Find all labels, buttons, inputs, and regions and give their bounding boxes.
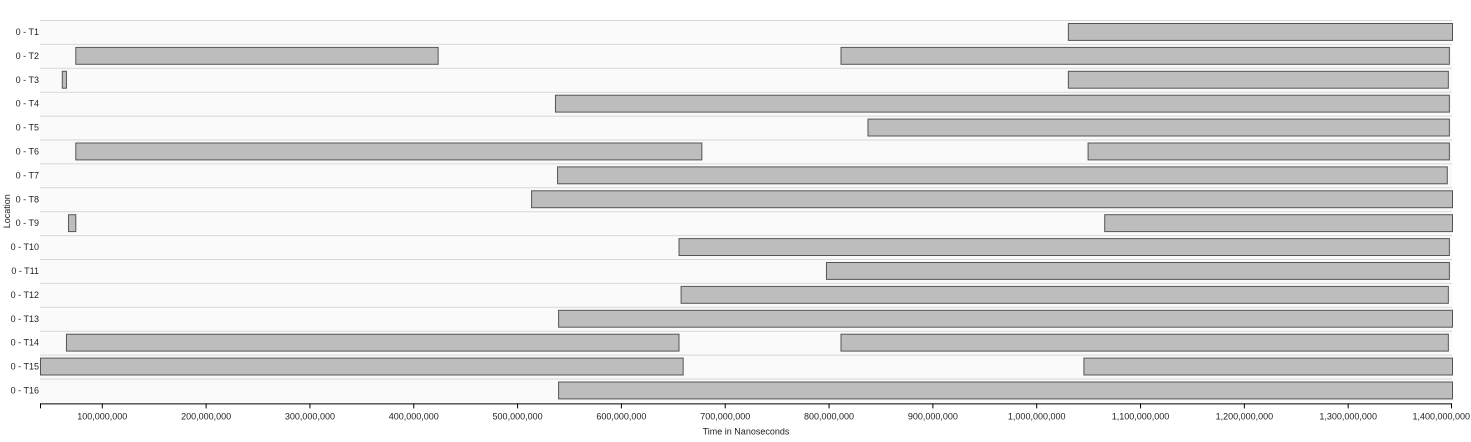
bar-segment[interactable] (840, 46, 1450, 65)
bar-segment[interactable] (1104, 214, 1453, 233)
x-axis: 100,000,000 200,000,000 300,000,000 400,000… (40, 403, 1470, 421)
row-8: 0 - T8 (16, 187, 1453, 209)
row-6: 0 - T6 (16, 139, 1452, 161)
bar-segment[interactable] (554, 94, 1450, 113)
row-9: 0 - T9 (16, 211, 1453, 233)
row-15: 0 - T15 (11, 354, 1454, 376)
x-axis-title: Time in Nanoseconds (703, 426, 790, 436)
x-tick-label: 1,200,000,000 (1216, 411, 1274, 421)
x-tick-label: 200,000,000 (181, 411, 231, 421)
row-2: 0 - T2 (16, 43, 1452, 65)
row-label: 0 - T16 (11, 385, 39, 395)
bar-segment[interactable] (557, 166, 1448, 185)
x-tick-label: 900,000,000 (908, 411, 958, 421)
bar-segment[interactable] (558, 309, 1453, 328)
row-label: 0 - T5 (16, 123, 39, 133)
x-tick-label: 1,400,000,000 (1412, 411, 1470, 421)
bar-segment[interactable] (840, 333, 1449, 352)
bar-segment[interactable] (68, 214, 77, 233)
row-label: 0 - T9 (16, 218, 39, 228)
x-tick-label: 700,000,000 (700, 411, 750, 421)
bar-segment[interactable] (1067, 70, 1449, 89)
row-label: 0 - T6 (16, 146, 39, 156)
bar-segment[interactable] (678, 238, 1450, 257)
bar-segment[interactable] (40, 357, 684, 376)
row-label: 0 - T1 (16, 27, 39, 37)
bar-segment[interactable] (61, 70, 67, 89)
x-tick-label: 1,300,000,000 (1319, 411, 1377, 421)
row-5: 0 - T5 (16, 115, 1452, 137)
x-tick-label: 1,100,000,000 (1112, 411, 1170, 421)
row-1: 0 - T1 (16, 20, 1453, 41)
x-tick-label: 500,000,000 (493, 411, 543, 421)
row-label: 0 - T15 (11, 362, 39, 372)
row-16: 0 - T16 (11, 378, 1453, 400)
row-7: 0 - T7 (16, 163, 1452, 185)
bar-segment[interactable] (867, 118, 1450, 137)
bar-segment[interactable] (65, 333, 680, 352)
bar-segment[interactable] (1067, 23, 1453, 41)
rows-layer: 0 - T1 0 - T2 0 - T3 0 - T4 0 - T5 0 - T6 0 - … (11, 20, 1454, 400)
bar-segment[interactable] (75, 142, 703, 161)
row-12: 0 - T12 (11, 282, 1452, 304)
bar-segment[interactable] (558, 381, 1453, 400)
bar-segment[interactable] (680, 285, 1449, 304)
x-tick-label: 400,000,000 (389, 411, 439, 421)
row-label: 0 - T2 (16, 51, 39, 61)
row-label: 0 - T3 (16, 75, 39, 85)
row-label: 0 - T8 (16, 194, 39, 204)
bar-segment[interactable] (825, 262, 1450, 280)
row-label: 0 - T10 (11, 242, 39, 252)
row-label: 0 - T12 (11, 290, 39, 300)
row-label: 0 - T11 (11, 266, 39, 276)
x-tick-label: 1,000,000,000 (1008, 411, 1066, 421)
y-axis-title: Location (2, 194, 12, 228)
bar-segment[interactable] (531, 190, 1453, 209)
bar-segment[interactable] (1087, 142, 1450, 161)
row-10: 0 - T10 (11, 235, 1452, 257)
bar-segment[interactable] (75, 46, 439, 65)
row-11: 0 - T11 (11, 259, 1452, 280)
x-tick-label: 300,000,000 (285, 411, 335, 421)
row-14: 0 - T14 (11, 330, 1452, 352)
x-tick-label: 600,000,000 (596, 411, 646, 421)
x-tick-label: 100,000,000 (77, 411, 127, 421)
bar-segment[interactable] (1083, 357, 1454, 376)
row-label: 0 - T7 (16, 170, 39, 180)
row-4: 0 - T4 (16, 91, 1452, 113)
row-3: 0 - T3 (16, 67, 1452, 89)
row-label: 0 - T14 (11, 338, 39, 348)
row-label: 0 - T13 (11, 314, 39, 324)
row-13: 0 - T13 (11, 306, 1453, 328)
row-label: 0 - T4 (16, 99, 39, 109)
x-tick-label: 800,000,000 (804, 411, 854, 421)
